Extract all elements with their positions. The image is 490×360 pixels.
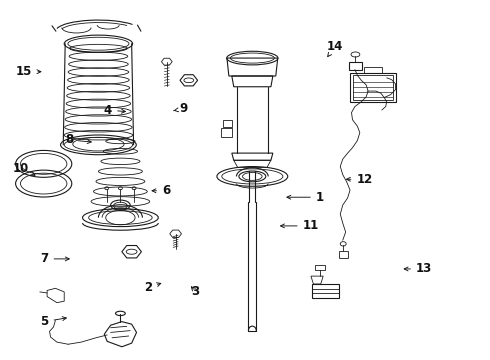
Text: 6: 6: [152, 184, 170, 197]
Text: 1: 1: [287, 191, 324, 204]
Text: 3: 3: [191, 285, 199, 298]
Text: 9: 9: [173, 103, 187, 116]
Text: 7: 7: [41, 252, 69, 265]
Text: 15: 15: [16, 65, 41, 78]
Text: 14: 14: [327, 40, 343, 57]
Text: 2: 2: [144, 281, 161, 294]
Text: 13: 13: [404, 262, 432, 275]
Text: 8: 8: [65, 133, 91, 146]
Text: 11: 11: [281, 219, 319, 233]
Text: 5: 5: [40, 315, 66, 328]
Text: 4: 4: [104, 104, 125, 117]
Text: 10: 10: [13, 162, 35, 175]
Text: 12: 12: [346, 173, 373, 186]
